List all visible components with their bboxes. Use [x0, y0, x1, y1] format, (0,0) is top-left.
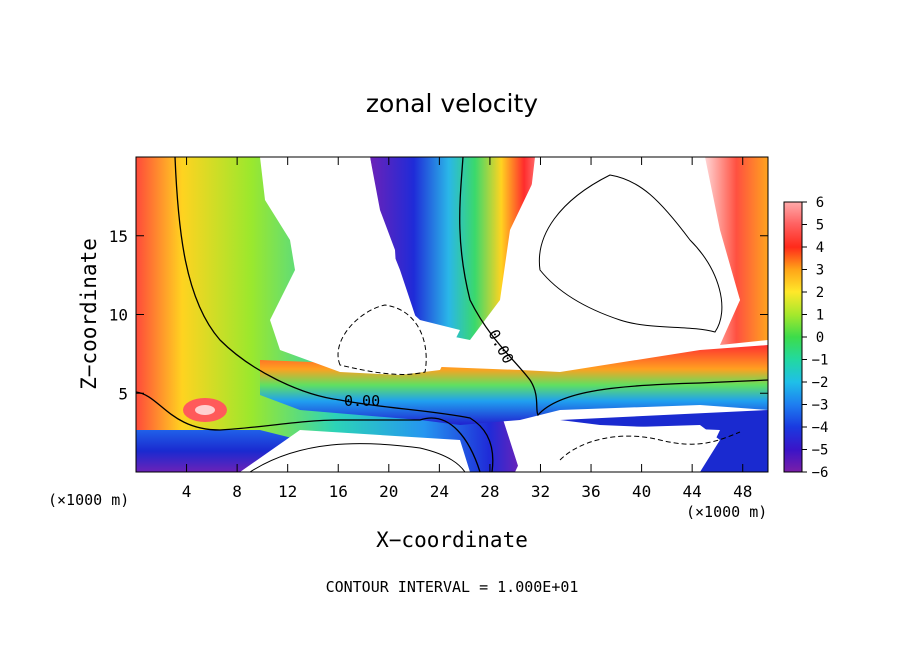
- x-tick-label: 32: [531, 482, 550, 501]
- colorbar-tick-label: 1: [816, 308, 824, 324]
- negative-contour-bottom: [559, 431, 741, 461]
- colorbar-labels: 6 5 4 3 2 1 0 −1 −2 −3 −4 −5 −6: [802, 195, 828, 481]
- colorbar-tick-label: 4: [816, 240, 824, 256]
- field-right-flank: [705, 157, 768, 345]
- positive-contour-bottom: [249, 443, 466, 472]
- x-tick-label: 36: [581, 482, 600, 501]
- field-white-bottom: [240, 430, 470, 472]
- velocity-field: [136, 157, 768, 472]
- x-tick-label: 16: [329, 482, 348, 501]
- field-white-top: [260, 157, 460, 375]
- colorbar-tick-label: 5: [816, 218, 824, 234]
- x-tick-label: 24: [430, 482, 449, 501]
- y-axis-ticks: 5 10 15: [109, 227, 768, 403]
- y-tick-label: 10: [109, 306, 128, 325]
- positive-contour-loop: [538, 174, 723, 333]
- colorbar-tick-label: −3: [812, 398, 829, 414]
- contour-interval-note: CONTOUR INTERVAL = 1.000E+01: [326, 578, 579, 596]
- chart-title: zonal velocity: [366, 89, 538, 118]
- colorbar-tick-label: −6: [812, 465, 829, 481]
- x-tick-label: 4: [182, 482, 192, 501]
- x-unit-right: (×1000 m): [686, 503, 767, 521]
- zero-contour-left: [174, 157, 494, 472]
- colorbar-tick-label: −5: [812, 443, 829, 459]
- y-tick-label: 5: [118, 384, 128, 403]
- x-axis-label: X−coordinate: [376, 528, 528, 552]
- x-tick-label: 20: [379, 482, 398, 501]
- x-tick-label: 28: [480, 482, 499, 501]
- colorbar-tick-label: −1: [812, 353, 829, 369]
- zero-contour-center: [459, 157, 768, 417]
- x-tick-label: 48: [733, 482, 752, 501]
- colorbar-tick-label: 6: [816, 195, 824, 211]
- x-tick-label: 44: [683, 482, 702, 501]
- colorbar: 6 5 4 3 2 1 0 −1 −2 −3 −4 −5 −6: [783, 195, 828, 481]
- colorbar-tick-label: −2: [812, 375, 829, 391]
- y-axis-label: Z−coordinate: [77, 238, 101, 390]
- field-white-right: [515, 157, 740, 350]
- colorbar-tick-label: −4: [812, 420, 829, 436]
- x-tick-label: 12: [278, 482, 297, 501]
- x-axis-ticks: 4 8 12 16 20 24 28 32 36 40 44 48: [182, 157, 752, 501]
- field-top-jet: [370, 157, 545, 340]
- x-tick-label: 40: [632, 482, 651, 501]
- field-bottom-right: [560, 410, 768, 472]
- y-tick-label: 15: [109, 227, 128, 246]
- field-white-bottom-right: [515, 425, 720, 472]
- colorbar-tick-label: 3: [816, 263, 824, 279]
- colorbar-tick-label: 0: [816, 330, 824, 346]
- x-unit-left: (×1000 m): [48, 491, 129, 509]
- colorbar-gradient: [783, 201, 803, 473]
- x-tick-label: 8: [232, 482, 242, 501]
- contour-label-left: 0.00: [344, 392, 380, 410]
- zero-contour-lower: [136, 391, 481, 472]
- colorbar-tick-label: 2: [816, 285, 824, 301]
- negative-contour-loop: [337, 304, 427, 375]
